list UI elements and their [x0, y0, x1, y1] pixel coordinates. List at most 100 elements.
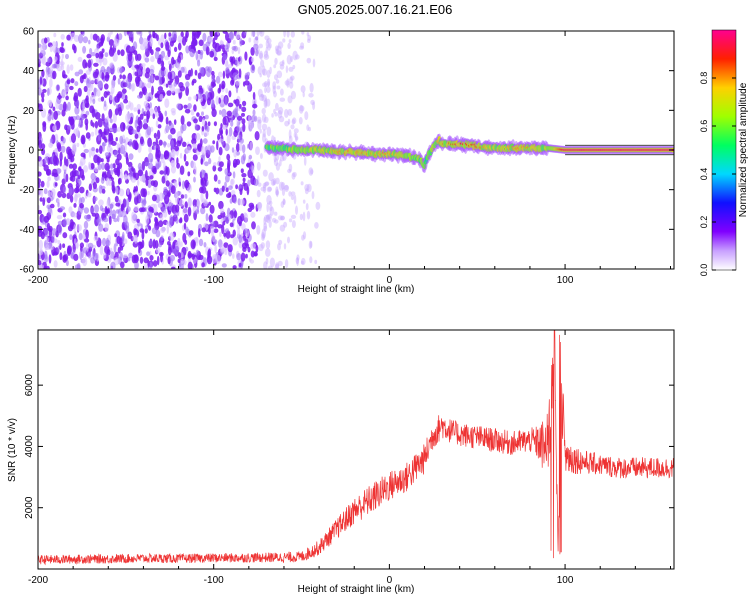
- spectrogram-noise-cell: [309, 256, 313, 264]
- spectrogram-noise-cell: [308, 240, 313, 249]
- colorbar: 0.0 0.2 0.4 0.6 0.8 Normalized spectral ampl…: [699, 29, 749, 276]
- spectrogram-noise-cell: [116, 153, 122, 161]
- spectrogram-noise-cell: [83, 220, 89, 229]
- spectrogram-noise-cell: [94, 166, 99, 173]
- spectrogram-noise-cell: [57, 202, 60, 208]
- spectrogram-noise-cell: [310, 169, 314, 175]
- spectrogram-noise-cell: [273, 155, 277, 163]
- spectrogram-noise-cell: [100, 96, 105, 102]
- spectrogram-noise-cell: [53, 260, 58, 268]
- spectrogram-noise-cell: [187, 261, 193, 269]
- spectrogram-noise-cell: [307, 34, 312, 41]
- spectrogram-noise-cell: [302, 211, 306, 222]
- spectrogram-noise-cell: [264, 80, 268, 88]
- spectrogram-noise-cell: [135, 185, 138, 193]
- spectrogram-noise-cell: [192, 161, 196, 170]
- spectrogram-noise-cell: [148, 31, 152, 35]
- spectrogram-noise-cell: [306, 32, 310, 37]
- spectrogram-noise-cell: [61, 42, 64, 47]
- spectrogram-noise-cell: [83, 148, 90, 154]
- spectrogram-noise-cell: [109, 118, 113, 124]
- spectrogram-noise-cell: [79, 186, 85, 194]
- spectrogram-noise-cell: [224, 96, 228, 106]
- spectrogram-noise-cell: [155, 120, 159, 128]
- spectrogram-noise-cell: [90, 79, 95, 84]
- spectrogram-noise-cell: [164, 98, 170, 108]
- spectrogram-noise-cell: [192, 199, 198, 208]
- spectrogram-noise-cell: [198, 115, 203, 123]
- spectrogram-noise-cell: [139, 256, 144, 264]
- spectrogram-noise-cell: [120, 203, 124, 212]
- spectrogram-noise-cell: [200, 192, 204, 203]
- spectrogram-noise-cell: [224, 44, 229, 50]
- spectrogram-noise-cell: [251, 165, 255, 174]
- spectrogram-noise-cell: [184, 108, 191, 114]
- spectrogram-noise-cell: [266, 194, 272, 205]
- spectrogram-noise-cell: [275, 162, 280, 171]
- spectrogram-noise-cell: [290, 75, 295, 81]
- spectrogram-noise-cell: [136, 103, 141, 111]
- colorbar-tick-label: 0.2: [699, 216, 709, 229]
- spectrogram-noise-cell: [120, 49, 125, 57]
- spectrogram-noise-cell: [154, 106, 158, 117]
- spectrogram-noise-cell: [163, 161, 166, 171]
- spectrogram-noise-cell: [268, 172, 274, 182]
- spectrogram-noise-cell: [280, 201, 285, 208]
- spectrogram-noise-cell: [137, 179, 140, 186]
- spectrogram-noise-cell: [152, 33, 155, 38]
- spectrogram-noise-cell: [127, 257, 131, 262]
- spectrogram-noise-cell: [62, 70, 66, 79]
- spectrogram-noise-cell: [47, 57, 51, 64]
- spectrogram-noise-cell: [167, 80, 172, 85]
- spectrogram-noise-cell: [68, 186, 73, 196]
- spectrogram-noise-cell: [114, 233, 117, 238]
- spectrogram-noise-cell: [46, 222, 51, 231]
- spectrogram-noise-cell: [264, 181, 269, 187]
- spectrogram-noise-cell: [262, 169, 268, 177]
- spectrogram-noise-cell: [128, 142, 133, 147]
- spectrogram-noise-cell: [40, 159, 43, 166]
- spectrogram-noise-cell: [248, 154, 253, 160]
- spectrogram-noise-cell: [274, 112, 278, 117]
- spectrogram-noise-cell: [38, 264, 45, 269]
- spectrogram-noise-cell: [218, 138, 224, 143]
- spectrogram-noise-cell: [312, 101, 316, 111]
- spectrogram-noise-cell: [192, 78, 197, 84]
- spectrogram-noise-cell: [261, 113, 267, 123]
- spectrogram-noise-cell: [92, 182, 97, 190]
- spectrogram-noise-cell: [97, 163, 102, 171]
- spectrogram-noise-cell: [217, 214, 222, 220]
- spectrogram-noise-cell: [237, 46, 241, 55]
- spectrogram-noise-cell: [295, 136, 299, 141]
- spectrogram-noise-cell: [277, 260, 283, 267]
- spectrogram-noise-cell: [95, 52, 99, 59]
- spectrogram-noise-cell: [275, 190, 280, 196]
- spectrogram-noise-cell: [175, 217, 179, 224]
- spectrogram-noise-cell: [145, 178, 149, 187]
- spectrogram-noise-cell: [213, 56, 218, 62]
- spectrogram-noise-cell: [258, 244, 264, 252]
- spectrogram-noise-cell: [63, 254, 66, 261]
- spectrogram-noise-cell: [51, 111, 54, 121]
- spectrogram-noise-cell: [101, 72, 105, 80]
- spectrogram-noise-cell: [108, 215, 112, 225]
- spectrogram-noise-cell: [167, 246, 172, 256]
- spectrogram-noise-cell: [213, 121, 217, 127]
- spectrogram-noise-cell: [228, 214, 232, 221]
- spectrogram-noise-cell: [99, 245, 104, 256]
- spectrogram-noise-cell: [53, 155, 58, 165]
- spectrogram-noise-cell: [104, 83, 109, 90]
- spectrogram-noise-cell: [214, 244, 217, 254]
- spectrogram-noise-cell: [69, 171, 75, 178]
- spectrogram-noise-cell: [101, 142, 107, 147]
- spectrogram-noise-cell: [167, 49, 171, 58]
- spectrogram-noise-cell: [98, 199, 104, 206]
- spectrogram-noise-cell: [231, 46, 237, 51]
- spectrogram-noise-cell: [47, 191, 53, 198]
- spectrogram-noise-cell: [88, 39, 91, 45]
- spectrogram-noise-cell: [229, 222, 234, 228]
- spectrogram-noise-cell: [260, 59, 265, 68]
- spectrogram-noise-cell: [294, 54, 300, 60]
- spectrogram-noise-cell: [223, 242, 229, 249]
- spectrogram-noise-cell: [119, 251, 123, 261]
